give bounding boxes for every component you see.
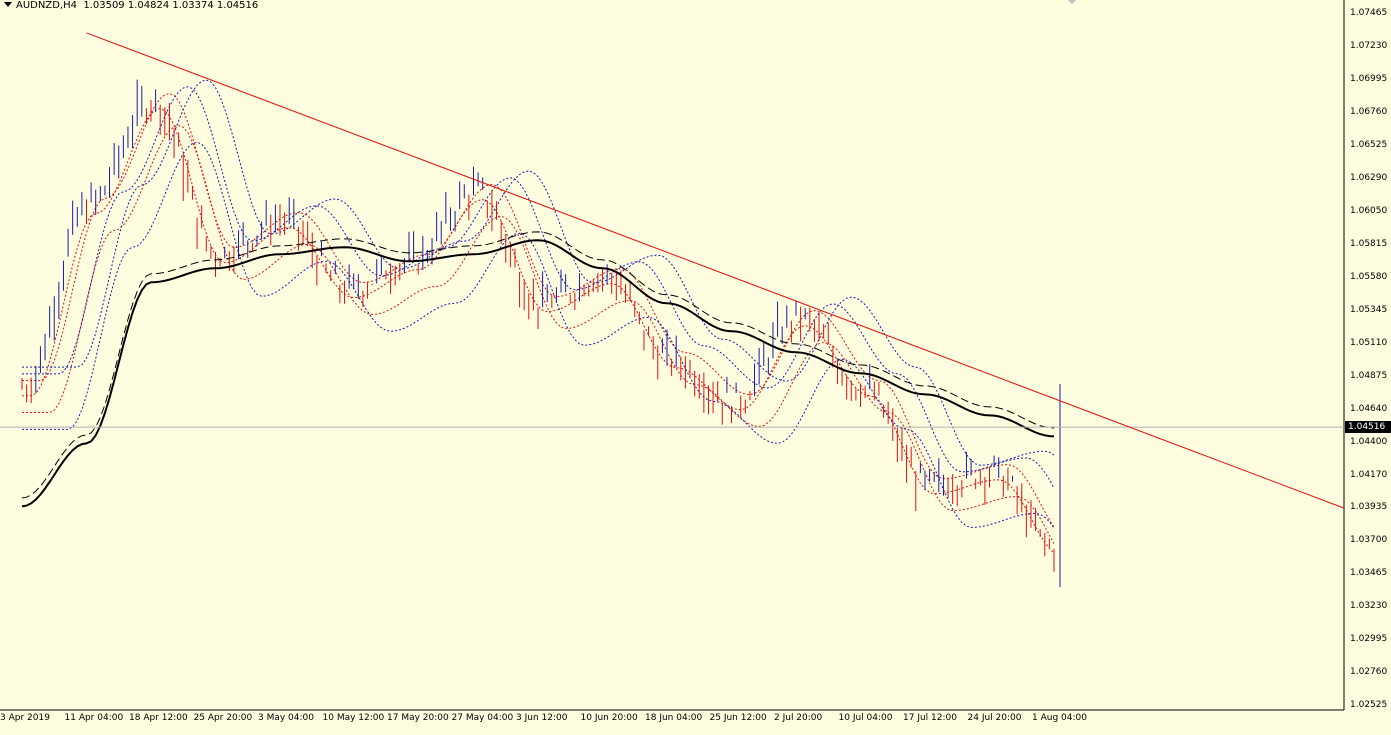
y-tick-label: 1.02525	[1350, 700, 1388, 710]
x-tick-label: 17 May 20:00	[387, 713, 449, 723]
ma-fan-group	[22, 79, 1055, 554]
dropdown-triangle-icon[interactable]	[4, 2, 12, 7]
x-tick-label: 10 Jun 20:00	[580, 713, 638, 723]
x-tick-label: 24 Jul 20:00	[967, 713, 1022, 723]
x-tick-label: 10 Jul 04:00	[838, 713, 893, 723]
y-tick-label: 1.06290	[1350, 172, 1388, 183]
y-tick-label: 1.04875	[1350, 370, 1388, 381]
y-tick-label: 1.06050	[1350, 206, 1388, 217]
y-tick-label: 1.02760	[1350, 667, 1388, 678]
x-tick-label: 27 May 04:00	[451, 713, 514, 723]
x-tick-label: 3 May 04:00	[258, 713, 314, 723]
ma-dashed-line	[21, 231, 1055, 499]
ma-fan-line	[22, 86, 1055, 489]
x-tick-label: 3 Jun 12:00	[516, 713, 568, 723]
y-tick-label: 1.06760	[1350, 106, 1388, 117]
y-tick-label: 1.04640	[1350, 403, 1388, 414]
y-tick-label: 1.05345	[1350, 304, 1388, 315]
ma-fan-line	[22, 79, 1055, 466]
y-tick-label: 1.05110	[1350, 337, 1388, 348]
y-tick-label: 1.02995	[1350, 634, 1388, 645]
trendline	[86, 32, 1345, 509]
x-tick-label: 3 Apr 2019	[0, 713, 50, 723]
y-tick-label: 1.05815	[1350, 239, 1388, 250]
ma-fan-line	[22, 141, 1055, 529]
shift-marker-icon[interactable]	[1068, 0, 1076, 4]
y-tick-label: 1.03700	[1350, 535, 1388, 546]
y-tick-label: 1.07230	[1350, 40, 1388, 51]
x-tick-label: 1 Aug 04:00	[1032, 713, 1087, 723]
x-tick-label: 25 Jun 12:00	[709, 713, 767, 723]
y-tick-label: 1.03935	[1350, 502, 1388, 513]
x-tick-label: 25 Apr 20:00	[193, 713, 253, 723]
y-tick-label: 1.06995	[1350, 73, 1388, 84]
x-tick-label: 11 Apr 04:00	[64, 713, 124, 723]
x-tick-label: 10 May 12:00	[322, 713, 385, 723]
y-tick-label: 1.03465	[1350, 568, 1388, 579]
ma-fan-line	[22, 92, 1055, 528]
x-tick-label: 18 Jun 04:00	[645, 713, 703, 723]
current-price-tag: 1.04516	[1345, 421, 1391, 434]
y-tick-label: 1.04400	[1350, 437, 1388, 448]
ma-lines-group	[21, 231, 1055, 508]
y-tick-label: 1.04170	[1350, 469, 1388, 480]
symbol-label: AUDNZD,H4	[16, 0, 77, 11]
x-tick-label: 18 Apr 12:00	[129, 713, 188, 723]
y-tick-label: 1.03230	[1350, 601, 1388, 612]
x-tick-label: 17 Jul 12:00	[903, 713, 957, 723]
ohlc-values: 1.03509 1.04824 1.03374 1.04516	[83, 0, 259, 11]
y-tick-label: 1.05580	[1350, 272, 1388, 283]
candles-group	[21, 79, 1061, 588]
ma-slow-line	[21, 239, 1055, 508]
y-tick-label: 1.07465	[1350, 8, 1388, 18]
ma-fan-line	[22, 108, 1055, 554]
plot-area	[0, 0, 1344, 710]
x-tick-label: 2 Jul 20:00	[774, 713, 823, 723]
y-tick-label: 1.06525	[1350, 139, 1388, 150]
chart-header: AUDNZD,H4 1.03509 1.04824 1.03374 1.0451…	[4, 0, 258, 11]
